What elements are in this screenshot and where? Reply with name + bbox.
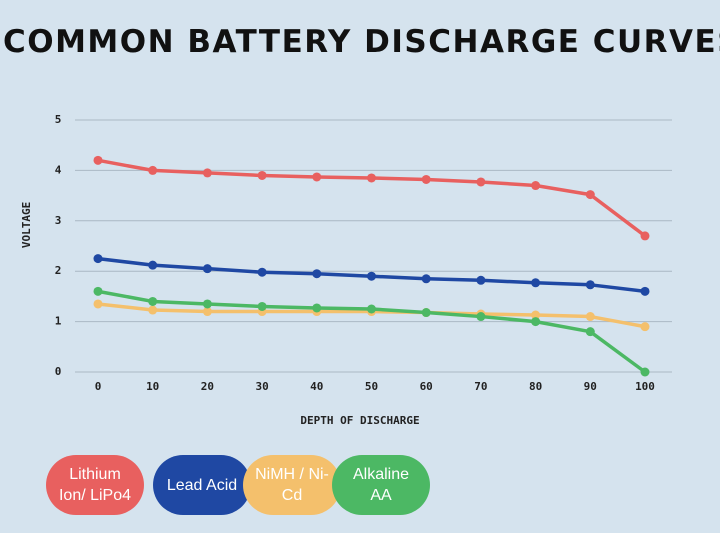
data-point xyxy=(93,299,103,309)
data-point xyxy=(585,190,595,200)
data-point xyxy=(531,310,541,320)
data-point xyxy=(640,286,650,296)
series-line xyxy=(97,289,647,374)
data-point xyxy=(640,231,650,241)
data-point xyxy=(148,296,158,306)
legend-entry: Alkaline AA xyxy=(332,455,430,515)
data-point xyxy=(312,269,322,279)
x-tick-label: 40 xyxy=(310,380,323,393)
chart-title: COMMON BATTERY DISCHARGE CURVES xyxy=(3,24,720,60)
data-point xyxy=(531,278,541,288)
data-point xyxy=(93,155,103,165)
x-tick-label: 100 xyxy=(635,380,655,393)
data-point xyxy=(257,301,267,311)
data-point xyxy=(148,165,158,175)
data-point xyxy=(585,327,595,337)
x-tick-label: 0 xyxy=(95,380,102,393)
x-axis-label: DEPTH OF DISCHARGE xyxy=(300,414,419,427)
data-point xyxy=(476,275,486,285)
y-tick-label: 3 xyxy=(55,214,62,227)
data-point xyxy=(202,264,212,274)
y-tick-label: 2 xyxy=(55,264,62,277)
data-point xyxy=(421,274,431,284)
data-point xyxy=(476,312,486,322)
y-tick-label: 0 xyxy=(55,365,62,378)
x-tick-label: 30 xyxy=(255,380,268,393)
data-point xyxy=(312,303,322,313)
data-point xyxy=(148,260,158,270)
data-point xyxy=(367,271,376,281)
y-tick-label: 5 xyxy=(55,113,62,126)
data-point xyxy=(148,305,158,315)
y-tick-label: 4 xyxy=(55,163,62,176)
data-point xyxy=(531,181,541,191)
x-tick-label: 90 xyxy=(584,380,597,393)
data-point xyxy=(585,312,595,322)
data-point xyxy=(640,367,650,377)
data-point xyxy=(202,307,212,317)
data-point xyxy=(585,280,595,290)
x-tick-label: 80 xyxy=(529,380,542,393)
legend-entry: Lead Acid xyxy=(153,455,251,515)
x-tick-label: 70 xyxy=(474,380,487,393)
legend-entry: Lithium Ion/ LiPo4 xyxy=(46,455,144,515)
data-point xyxy=(257,267,267,277)
data-point xyxy=(421,308,431,318)
data-point xyxy=(531,317,541,327)
x-tick-label: 60 xyxy=(420,380,433,393)
series-line xyxy=(97,158,647,238)
y-axis-label: VOLTAGE xyxy=(20,202,33,248)
data-point xyxy=(202,168,212,178)
x-tick-label: 50 xyxy=(365,380,378,393)
legend-entry: NiMH / Ni-Cd xyxy=(243,455,341,515)
data-point xyxy=(93,254,103,264)
data-point xyxy=(312,172,322,182)
data-point xyxy=(202,299,212,309)
data-point xyxy=(421,174,431,184)
x-tick-label: 20 xyxy=(201,380,214,393)
data-point xyxy=(93,286,103,296)
data-point xyxy=(476,177,486,187)
data-point xyxy=(640,322,650,332)
data-point xyxy=(257,170,267,180)
data-point xyxy=(367,304,376,314)
x-tick-label: 10 xyxy=(146,380,159,393)
data-point xyxy=(367,173,376,183)
y-tick-label: 1 xyxy=(55,315,62,328)
